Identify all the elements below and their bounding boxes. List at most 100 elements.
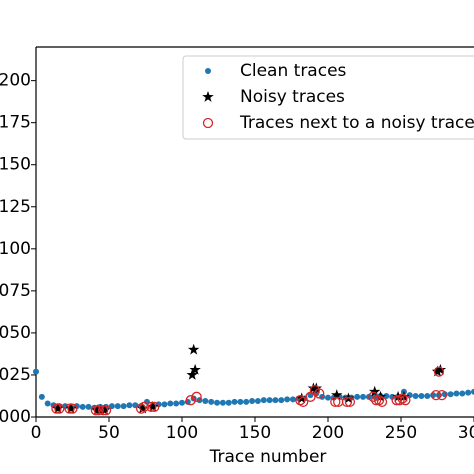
open-circle-marker xyxy=(54,403,65,414)
open-circle-marker xyxy=(90,405,102,416)
dot-marker xyxy=(214,399,221,406)
y-tick-label: 0.200 xyxy=(0,71,31,91)
y-tick-label: 0.000 xyxy=(0,407,31,427)
series xyxy=(51,366,448,416)
star-marker xyxy=(98,404,111,416)
open-circle-marker xyxy=(430,389,442,401)
dot-marker xyxy=(243,398,250,405)
x-tick-label: 200 xyxy=(312,423,344,443)
open-circle-marker xyxy=(51,403,62,414)
open-circle-marker xyxy=(330,396,341,408)
x-tick-label: 100 xyxy=(166,423,198,443)
star-marker xyxy=(187,343,200,355)
star-marker xyxy=(310,382,323,394)
legend-box xyxy=(182,55,474,140)
dot-marker xyxy=(225,399,232,406)
star-marker xyxy=(186,368,198,380)
dot-marker xyxy=(278,397,285,404)
dot-marker xyxy=(167,400,174,407)
open-circle-marker xyxy=(433,366,445,377)
open-circle-marker xyxy=(436,389,448,401)
open-circle-marker xyxy=(400,395,411,406)
open-circle-marker xyxy=(64,403,75,414)
dot-marker xyxy=(237,398,244,405)
star-marker xyxy=(431,365,444,377)
open-circle-marker xyxy=(298,396,309,408)
star-marker xyxy=(136,402,149,414)
y-tick-label: 0.125 xyxy=(0,197,31,217)
dot-marker xyxy=(266,397,273,404)
dot-marker xyxy=(219,399,226,406)
star-marker xyxy=(369,385,381,397)
dot-marker xyxy=(289,396,296,403)
open-circle-marker xyxy=(371,395,382,406)
dot-marker xyxy=(354,393,361,400)
x-tick-label: 50 xyxy=(98,423,120,443)
dot-marker xyxy=(260,397,267,404)
open-circle-marker xyxy=(98,405,109,416)
open-circle-marker xyxy=(394,395,405,406)
legend-label: Traces next to a noisy trace xyxy=(239,113,474,133)
dot-marker xyxy=(208,398,215,405)
dot-marker xyxy=(284,396,291,403)
star-marker xyxy=(331,389,343,400)
open-circle-marker xyxy=(93,405,104,416)
y-tick-label: 0.025 xyxy=(0,365,31,385)
dot-marker xyxy=(38,393,45,400)
dot-marker xyxy=(325,394,331,401)
dot-marker xyxy=(33,368,39,375)
open-circle-marker xyxy=(376,396,388,408)
star-marker xyxy=(52,402,64,414)
dot-marker xyxy=(418,392,425,399)
y-tick-label: 0.050 xyxy=(0,323,31,343)
open-circle-marker xyxy=(368,391,379,402)
y-tick-label: 0.100 xyxy=(0,239,31,259)
dot-marker xyxy=(126,402,133,409)
dot-marker xyxy=(471,388,474,395)
legend-label: Noisy traces xyxy=(240,87,345,107)
x-tick-label: 300 xyxy=(458,423,474,443)
star-marker xyxy=(202,91,214,102)
x-axis-label: Trace number xyxy=(209,447,327,467)
dot-marker xyxy=(114,403,121,410)
legend-label: Clean traces xyxy=(240,61,347,81)
open-circle-marker xyxy=(314,388,325,399)
dot-marker xyxy=(44,400,51,407)
open-circle-marker xyxy=(138,401,150,413)
open-circle-marker xyxy=(191,391,202,402)
open-circle-marker xyxy=(135,403,147,414)
open-circle-marker xyxy=(100,405,112,416)
dot-marker xyxy=(161,401,168,408)
dot-marker xyxy=(412,392,419,399)
dot-marker xyxy=(424,392,431,399)
open-circle-marker xyxy=(295,395,306,406)
dot-marker xyxy=(447,391,454,398)
dot-marker xyxy=(272,397,279,404)
dot-marker xyxy=(459,390,466,397)
dot-marker xyxy=(453,390,460,397)
open-circle-marker xyxy=(146,401,157,413)
open-circle-marker xyxy=(373,395,385,406)
dot-marker xyxy=(231,398,238,405)
open-circle-marker xyxy=(397,393,408,404)
y-tick-label: 0.175 xyxy=(0,113,31,133)
open-circle-marker xyxy=(341,396,353,408)
dot-marker xyxy=(383,392,390,399)
star-marker xyxy=(434,363,447,375)
dot-marker xyxy=(249,398,256,405)
y-tick-label: 0.075 xyxy=(0,281,31,301)
x-tick-label: 250 xyxy=(385,423,417,443)
dot-marker xyxy=(173,400,180,407)
y-tick-label: 0.150 xyxy=(0,155,31,175)
dot-marker xyxy=(205,68,211,74)
x-tick-label: 0 xyxy=(31,423,42,443)
open-circle-marker xyxy=(67,403,78,414)
open-circle-marker xyxy=(149,401,160,413)
dot-marker xyxy=(254,398,261,405)
open-circle-marker xyxy=(202,117,214,129)
star-marker xyxy=(189,363,201,375)
dot-marker xyxy=(202,398,209,405)
dot-marker xyxy=(360,393,367,400)
dot-marker xyxy=(465,389,472,396)
